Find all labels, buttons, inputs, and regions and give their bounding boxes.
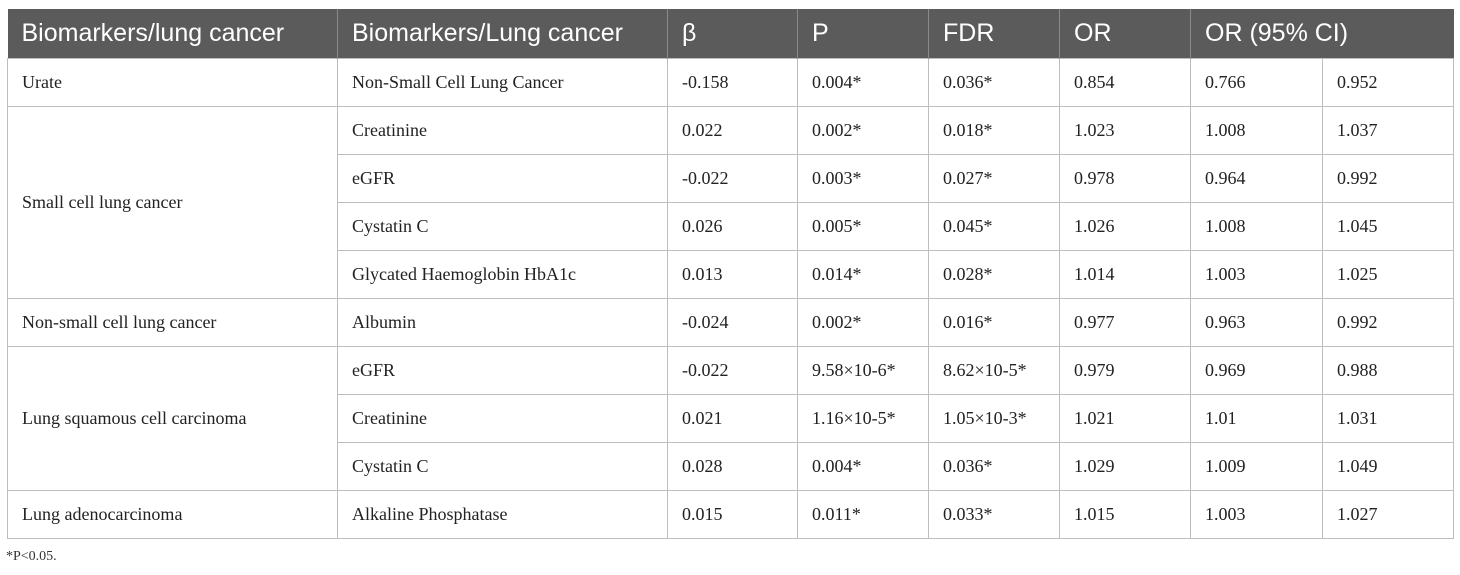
table-row: eGFR -0.022 0.003* 0.027* 0.978 0.964 0.992	[8, 153, 1454, 203]
header-cancer: Biomarkers/lung cancer	[7, 9, 338, 58]
p-value-cell: 0.002*	[797, 105, 929, 155]
biomarker-cell: eGFR	[337, 345, 668, 395]
biomarker-cell: Albumin	[337, 297, 668, 347]
biomarker-cell: Cystatin C	[337, 201, 668, 251]
biomarker-cell: Non-Small Cell Lung Cancer	[337, 57, 668, 107]
biomarker-cell: Glycated Haemoglobin HbA1c	[337, 249, 668, 299]
p-value-cell: 0.011*	[797, 489, 929, 539]
p-value-cell: 0.005*	[797, 201, 929, 251]
cancer-type-cell: Lung squamous cell carcinoma	[7, 345, 338, 491]
beta-cell: -0.022	[667, 153, 798, 203]
fdr-cell: 0.036*	[928, 441, 1060, 491]
cancer-type-cell: Non-small cell lung cancer	[7, 297, 338, 347]
ci-lower-cell: 1.003	[1190, 249, 1323, 299]
cancer-type-cell: Small cell lung cancer	[7, 105, 338, 299]
header-p: P	[797, 9, 929, 58]
ci-upper-cell: 1.045	[1322, 201, 1454, 251]
or-cell: 1.026	[1059, 201, 1191, 251]
header-beta: β	[667, 9, 798, 58]
header-fdr: FDR	[928, 9, 1060, 58]
p-value-cell: 9.58×10-6*	[797, 345, 929, 395]
ci-upper-cell: 1.027	[1322, 489, 1454, 539]
table-row: Lung adenocarcinoma Alkaline Phosphatase 0…	[7, 489, 1454, 539]
or-cell: 1.023	[1059, 105, 1191, 155]
ci-upper-cell: 1.025	[1322, 249, 1454, 299]
biomarker-cell: Creatinine	[337, 393, 668, 443]
ci-lower-cell: 1.01	[1190, 393, 1323, 443]
or-cell: 1.021	[1059, 393, 1191, 443]
table-row: Cystatin C 0.026 0.005* 0.045* 1.026 1.008 1.0…	[8, 201, 1454, 251]
ci-upper-cell: 1.037	[1322, 105, 1454, 155]
table-row: Non-small cell lung cancer Albumin -0.024 0…	[7, 297, 1454, 347]
fdr-cell: 0.036*	[928, 57, 1060, 107]
header-row: Biomarkers/lung cancer Biomarkers/Lung c…	[7, 9, 1454, 58]
biomarker-cell: Creatinine	[337, 105, 668, 155]
ci-lower-cell: 1.008	[1190, 201, 1323, 251]
ci-lower-cell: 0.963	[1190, 297, 1323, 347]
or-cell: 1.015	[1059, 489, 1191, 539]
header-biomarker: Biomarkers/Lung cancer	[337, 9, 668, 58]
fdr-cell: 1.05×10-3*	[928, 393, 1060, 443]
fdr-cell: 8.62×10-5*	[928, 345, 1060, 395]
header-or-ci: OR (95% CI)	[1190, 9, 1454, 58]
table-row: Creatinine 0.021 1.16×10-5* 1.05×10-3* 1.021…	[8, 393, 1454, 443]
ci-lower-cell: 1.009	[1190, 441, 1323, 491]
ci-lower-cell: 1.003	[1190, 489, 1323, 539]
beta-cell: 0.022	[667, 105, 798, 155]
or-cell: 0.854	[1059, 57, 1191, 107]
or-cell: 1.029	[1059, 441, 1191, 491]
table-row: Cystatin C 0.028 0.004* 0.036* 1.029 1.009 1.0…	[8, 441, 1454, 491]
table-body: Urate Non-Small Cell Lung Cancer -0.158 0.0…	[7, 57, 1454, 539]
p-value-cell: 0.002*	[797, 297, 929, 347]
ci-upper-cell: 1.031	[1322, 393, 1454, 443]
beta-cell: 0.026	[667, 201, 798, 251]
table-footnote: *P<0.05.	[6, 549, 57, 564]
biomarker-cell: eGFR	[337, 153, 668, 203]
beta-cell: 0.021	[667, 393, 798, 443]
table-row: Small cell lung cancer Creatinine 0.022 0.0…	[7, 105, 1454, 299]
cancer-type-cell: Lung adenocarcinoma	[7, 489, 338, 539]
beta-cell: 0.015	[667, 489, 798, 539]
p-value-cell: 0.003*	[797, 153, 929, 203]
biomarker-cell: Alkaline Phosphatase	[337, 489, 668, 539]
or-cell: 1.014	[1059, 249, 1191, 299]
table-row: Lung squamous cell carcinoma eGFR -0.022 9.…	[7, 345, 1454, 491]
fdr-cell: 0.027*	[928, 153, 1060, 203]
table-row: Glycated Haemoglobin HbA1c 0.013 0.014* 0.0…	[8, 249, 1454, 299]
beta-cell: 0.028	[667, 441, 798, 491]
beta-cell: -0.022	[667, 345, 798, 395]
fdr-cell: 0.033*	[928, 489, 1060, 539]
ci-lower-cell: 0.964	[1190, 153, 1323, 203]
beta-cell: 0.013	[667, 249, 798, 299]
or-cell: 0.977	[1059, 297, 1191, 347]
p-value-cell: 0.004*	[797, 441, 929, 491]
or-cell: 0.978	[1059, 153, 1191, 203]
fdr-cell: 0.028*	[928, 249, 1060, 299]
table-row: Urate Non-Small Cell Lung Cancer -0.158 0.0…	[7, 57, 1454, 107]
p-value-cell: 1.16×10-5*	[797, 393, 929, 443]
ci-upper-cell: 0.992	[1322, 153, 1454, 203]
p-value-cell: 0.004*	[797, 57, 929, 107]
biomarker-cell: Cystatin C	[337, 441, 668, 491]
fdr-cell: 0.016*	[928, 297, 1060, 347]
ci-upper-cell: 1.049	[1322, 441, 1454, 491]
cancer-type-cell: Urate	[7, 57, 338, 107]
or-cell: 0.979	[1059, 345, 1191, 395]
results-table: Biomarkers/lung cancer Biomarkers/Lung c…	[7, 9, 1454, 539]
ci-lower-cell: 0.969	[1190, 345, 1323, 395]
ci-upper-cell: 0.988	[1322, 345, 1454, 395]
results-table-container: Biomarkers/lung cancer Biomarkers/Lung c…	[7, 9, 1454, 539]
fdr-cell: 0.045*	[928, 201, 1060, 251]
beta-cell: -0.158	[667, 57, 798, 107]
ci-lower-cell: 0.766	[1190, 57, 1323, 107]
beta-cell: -0.024	[667, 297, 798, 347]
ci-upper-cell: 0.992	[1322, 297, 1454, 347]
ci-lower-cell: 1.008	[1190, 105, 1323, 155]
ci-upper-cell: 0.952	[1322, 57, 1454, 107]
header-or: OR	[1059, 9, 1191, 58]
fdr-cell: 0.018*	[928, 105, 1060, 155]
p-value-cell: 0.014*	[797, 249, 929, 299]
